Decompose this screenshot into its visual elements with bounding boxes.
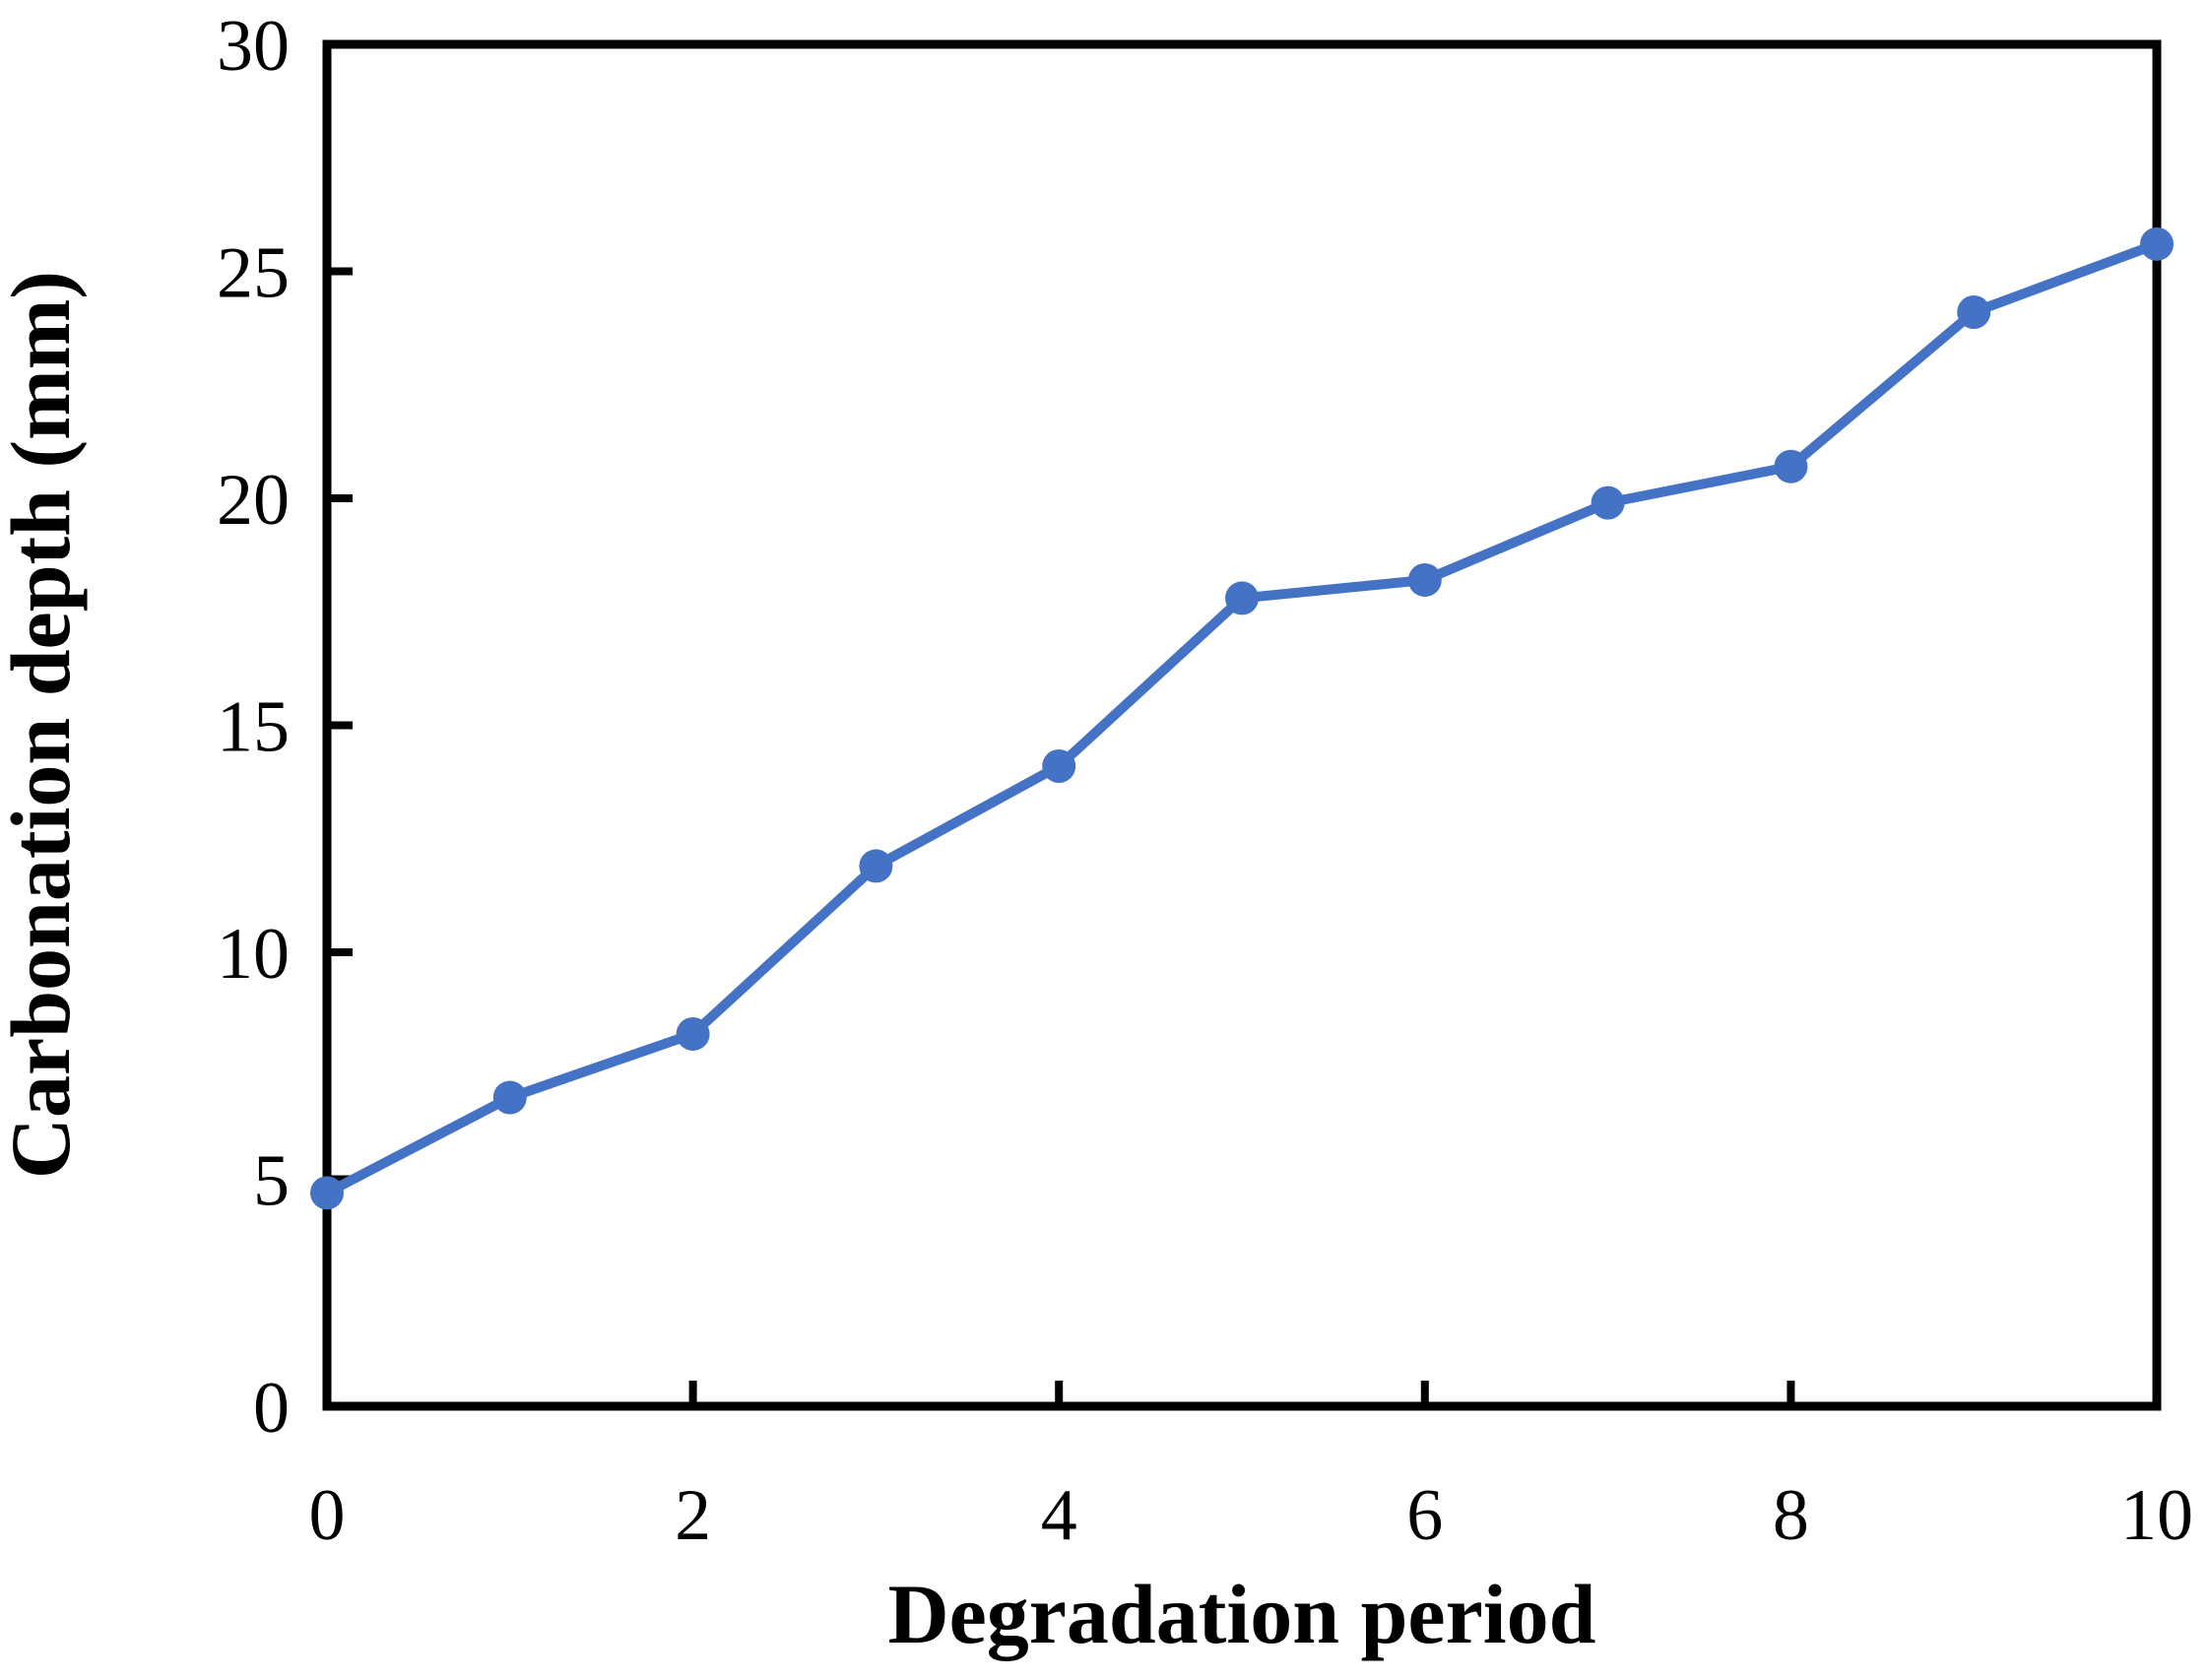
y-tick-label: 0 bbox=[253, 1368, 290, 1449]
data-point-marker bbox=[1225, 581, 1259, 615]
x-tick-label: 4 bbox=[1041, 1475, 1077, 1556]
x-tick-label: 2 bbox=[675, 1475, 711, 1556]
data-point-marker bbox=[310, 1176, 344, 1210]
data-point-marker bbox=[492, 1080, 527, 1115]
x-tick-label: 6 bbox=[1406, 1475, 1443, 1556]
x-tick-label: 0 bbox=[309, 1475, 346, 1556]
plot-area bbox=[327, 44, 2157, 1406]
data-point-marker bbox=[676, 1016, 710, 1051]
y-tick-label: 25 bbox=[217, 232, 290, 313]
axis-tick-labels: 0 5 10 15 20 25 30 0 2 4 6 8 10 bbox=[217, 6, 2193, 1556]
data-point-marker bbox=[1774, 449, 1808, 484]
data-point-marker bbox=[859, 849, 893, 883]
data-point-marker bbox=[1042, 748, 1076, 783]
y-tick-label: 30 bbox=[217, 6, 290, 87]
y-tick-label: 15 bbox=[217, 686, 290, 767]
y-tick-label: 20 bbox=[217, 460, 290, 541]
data-point-marker bbox=[1591, 485, 1625, 520]
data-point-marker bbox=[2140, 226, 2174, 261]
data-point-marker bbox=[1957, 294, 1991, 329]
y-tick-label: 5 bbox=[253, 1140, 290, 1221]
data-point-marker bbox=[1407, 562, 1442, 597]
x-axis-title: Degradation period bbox=[887, 1567, 1595, 1661]
plot-border bbox=[322, 39, 2162, 1411]
y-tick-label: 10 bbox=[217, 914, 290, 995]
x-tick-label: 8 bbox=[1773, 1475, 1809, 1556]
y-axis-title: Carbonation depth (mm) bbox=[0, 271, 88, 1179]
data-series bbox=[310, 226, 2174, 1210]
x-tick-label: 10 bbox=[2120, 1475, 2193, 1556]
